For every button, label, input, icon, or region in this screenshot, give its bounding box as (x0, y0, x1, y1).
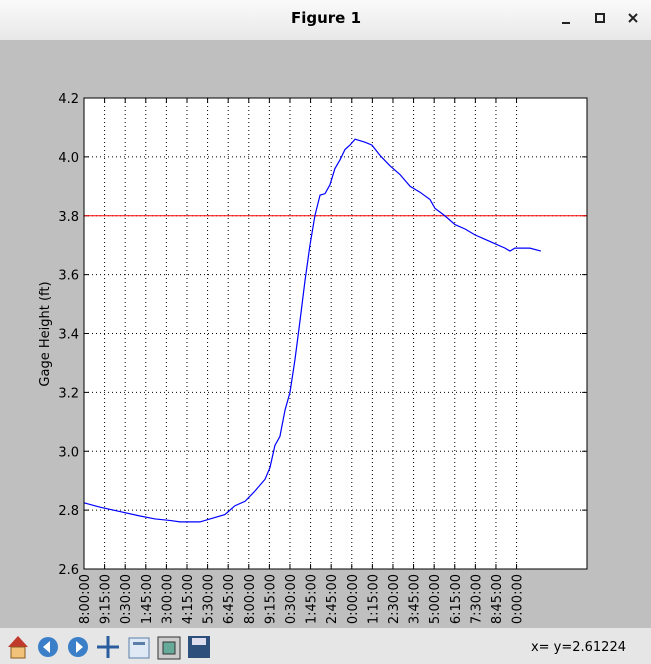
y-tick-label: 3.4 (58, 328, 79, 343)
x-tick-label: 4:15:00 (181, 574, 196, 624)
x-tick-label: 6:15:00 (449, 574, 464, 624)
subplots-button[interactable] (157, 636, 181, 660)
status-text: x= y=2.61224 (531, 640, 626, 655)
x-tick-label: 3:45:00 (408, 574, 423, 624)
toolbar-buttons[interactable] (8, 636, 210, 660)
y-axis-label: Gage Height (ft) (38, 281, 53, 386)
x-tick-label: 0:30:00 (119, 574, 134, 624)
window-title: Figure 1 (291, 9, 361, 27)
window-controls[interactable] (562, 13, 638, 24)
x-tick-label: 1:15:00 (366, 574, 381, 624)
x-tick-label: 2:45:00 (325, 574, 340, 624)
forward-button[interactable] (68, 637, 88, 657)
x-tick-label: 8:00:00 (243, 574, 258, 624)
zoom-button[interactable] (128, 637, 150, 659)
x-tick-label: 0:00:00 (511, 574, 526, 624)
y-tick-label: 4.2 (58, 92, 79, 107)
x-tick-label: 3:00:00 (160, 574, 175, 624)
x-tick-label: 5:00:00 (428, 574, 443, 624)
pan-button[interactable] (97, 636, 119, 658)
x-tick-label: 8:45:00 (490, 574, 505, 624)
x-tick-label: 9:15:00 (99, 574, 114, 624)
x-tick-label: 0:30:00 (284, 574, 299, 624)
y-tick-label: 3.8 (58, 210, 79, 225)
axes-frame (83, 97, 588, 570)
x-tick-label: 7:30:00 (469, 574, 484, 624)
back-button[interactable] (38, 637, 58, 657)
plot: 2.6 2.8 3.0 3.2 3.4 3.6 3.8 4.0 4.2 8:00:00 9:15:0… (58, 92, 587, 624)
data-line (83, 138, 542, 523)
home-button[interactable] (8, 636, 28, 659)
save-button[interactable] (188, 636, 210, 658)
x-tick-label: 6:45:00 (222, 574, 237, 624)
x-tick-label: 2:30:00 (387, 574, 402, 624)
y-tick-label: 2.8 (58, 504, 79, 519)
y-tick-label: 3.2 (58, 386, 79, 401)
maximize-button[interactable] (595, 13, 605, 23)
x-tick-label: 1:45:00 (305, 574, 320, 624)
y-tick-label: 2.6 (58, 563, 79, 578)
close-button[interactable] (628, 13, 638, 23)
y-tick-label: 3.6 (58, 269, 79, 284)
x-tick-label: 0:00:00 (346, 574, 361, 624)
y-tick-label: 4.0 (58, 151, 79, 166)
x-tick-label: 8:00:00 (78, 574, 93, 624)
y-tick-label: 3.0 (58, 445, 79, 460)
x-tick-label: 5:30:00 (202, 574, 217, 624)
axes-background (84, 98, 587, 569)
title-bar (0, 0, 651, 40)
x-tick-label: 1:45:00 (140, 574, 155, 624)
x-tick-label: 9:15:00 (263, 574, 278, 624)
